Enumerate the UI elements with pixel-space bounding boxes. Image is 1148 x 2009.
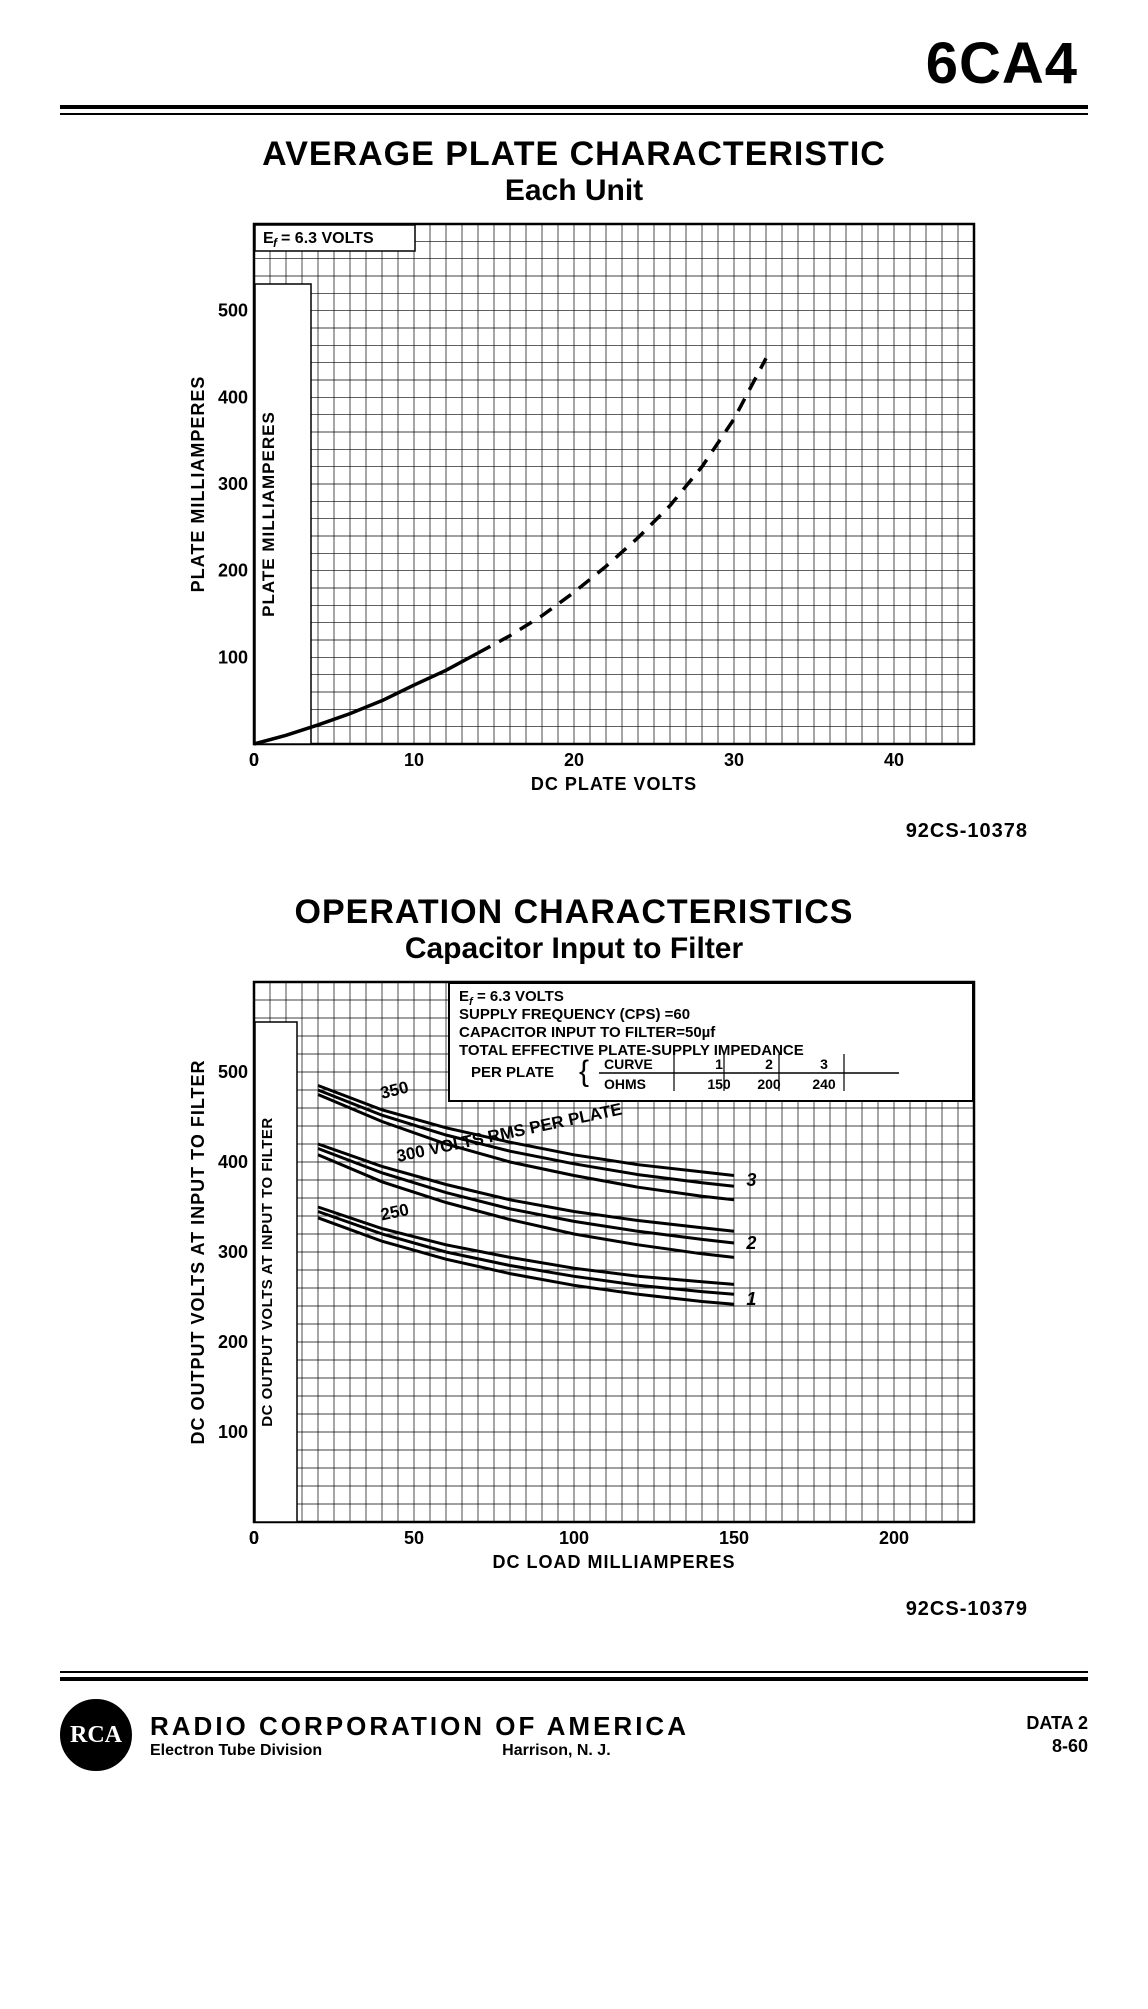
svg-text:150: 150 xyxy=(707,1076,731,1092)
svg-text:150: 150 xyxy=(719,1528,749,1548)
svg-text:SUPPLY FREQUENCY (CPS) =60: SUPPLY FREQUENCY (CPS) =60 xyxy=(459,1006,690,1023)
chart2-subtitle: Capacitor Input to Filter xyxy=(60,932,1088,966)
svg-text:240: 240 xyxy=(812,1076,836,1092)
svg-text:20: 20 xyxy=(564,750,584,770)
svg-text:PER PLATE: PER PLATE xyxy=(471,1064,554,1081)
svg-text:PLATE MILLIAMPERES: PLATE MILLIAMPERES xyxy=(188,376,208,593)
svg-text:DC LOAD MILLIAMPERES: DC LOAD MILLIAMPERES xyxy=(493,1552,736,1572)
svg-text:0: 0 xyxy=(249,1528,259,1548)
svg-text:300: 300 xyxy=(218,1242,248,1262)
svg-text:2: 2 xyxy=(765,1056,773,1072)
svg-text:100: 100 xyxy=(218,647,248,667)
footer-date: 8-60 xyxy=(1026,1735,1088,1758)
chart1-svg: 0102030401002003004005000DC PLATE VOLTSP… xyxy=(134,214,1014,814)
svg-text:CAPACITOR INPUT TO FILTER=5: CAPACITOR INPUT TO FILTER=50µf xyxy=(459,1024,716,1041)
svg-text:= 6.3 VOLTS: = 6.3 VOLTS xyxy=(281,230,374,247)
tube-number: 6CA4 xyxy=(60,30,1088,105)
svg-text:200: 200 xyxy=(757,1076,781,1092)
footer-meta: DATA 2 8-60 xyxy=(1026,1712,1088,1759)
footer: RCA RADIO CORPORATION OF AMERICA Electro… xyxy=(60,1699,1088,1771)
footer-subline: Electron Tube Division Harrison, N. J. xyxy=(150,1742,1008,1760)
svg-text:30: 30 xyxy=(724,750,744,770)
svg-text:400: 400 xyxy=(218,1152,248,1172)
header-rule xyxy=(60,105,1088,115)
svg-text:3: 3 xyxy=(746,1170,756,1190)
footer-company: RADIO CORPORATION OF AMERICA xyxy=(150,1711,1008,1742)
svg-text:3: 3 xyxy=(820,1056,828,1072)
svg-text:400: 400 xyxy=(218,387,248,407)
svg-text:200: 200 xyxy=(218,561,248,581)
svg-text:PLATE MILLIAMPERES: PLATE MILLIAMPERES xyxy=(259,411,278,617)
svg-text:DC PLATE VOLTS: DC PLATE VOLTS xyxy=(531,774,697,794)
svg-text:10: 10 xyxy=(404,750,424,770)
svg-text:200: 200 xyxy=(879,1528,909,1548)
svg-text:{: { xyxy=(579,1055,589,1088)
rca-logo-icon: RCA xyxy=(60,1699,132,1771)
svg-text:500: 500 xyxy=(218,1062,248,1082)
svg-text:CURVE: CURVE xyxy=(604,1056,653,1072)
svg-text:250: 250 xyxy=(379,1200,411,1224)
footer-data: DATA 2 xyxy=(1026,1712,1088,1735)
svg-text:= 6.3 VOLTS: = 6.3 VOLTS xyxy=(477,988,564,1005)
footer-rule xyxy=(60,1671,1088,1681)
svg-text:DC OUTPUT VOLTS AT INPUT TO FI: DC OUTPUT VOLTS AT INPUT TO FILTER xyxy=(188,1060,208,1445)
svg-text:DC OUTPUT VOLTS AT INPUT TO FI: DC OUTPUT VOLTS AT INPUT TO FILTER xyxy=(259,1117,276,1427)
svg-text:1: 1 xyxy=(746,1289,756,1309)
svg-text:1: 1 xyxy=(715,1056,723,1072)
svg-text:100: 100 xyxy=(559,1528,589,1548)
chart1-title: AVERAGE PLATE CHARACTERISTIC xyxy=(60,135,1088,174)
svg-text:E: E xyxy=(459,988,469,1005)
svg-text:40: 40 xyxy=(884,750,904,770)
svg-text:100: 100 xyxy=(218,1422,248,1442)
chart1-subtitle: Each Unit xyxy=(60,174,1088,208)
chart2-container: 0501001502001002003004005000DC LOAD MILL… xyxy=(60,972,1088,1592)
svg-text:0: 0 xyxy=(249,750,259,770)
svg-text:200: 200 xyxy=(218,1332,248,1352)
chart2-figure-id: 92CS-10379 xyxy=(60,1598,1088,1621)
chart2-svg: 0501001502001002003004005000DC LOAD MILL… xyxy=(134,972,1014,1592)
svg-text:2: 2 xyxy=(745,1233,756,1253)
svg-text:50: 50 xyxy=(404,1528,424,1548)
svg-text:350: 350 xyxy=(378,1078,410,1103)
footer-text: RADIO CORPORATION OF AMERICA Electron Tu… xyxy=(150,1711,1008,1760)
svg-text:500: 500 xyxy=(218,301,248,321)
chart2-title: OPERATION CHARACTERISTICS xyxy=(60,893,1088,932)
svg-text:300: 300 xyxy=(218,474,248,494)
footer-division: Electron Tube Division xyxy=(150,1742,322,1760)
footer-location: Harrison, N. J. xyxy=(502,1742,610,1760)
chart1-figure-id: 92CS-10378 xyxy=(60,820,1088,843)
svg-text:OHMS: OHMS xyxy=(604,1076,646,1092)
chart1-container: 0102030401002003004005000DC PLATE VOLTSP… xyxy=(60,214,1088,814)
